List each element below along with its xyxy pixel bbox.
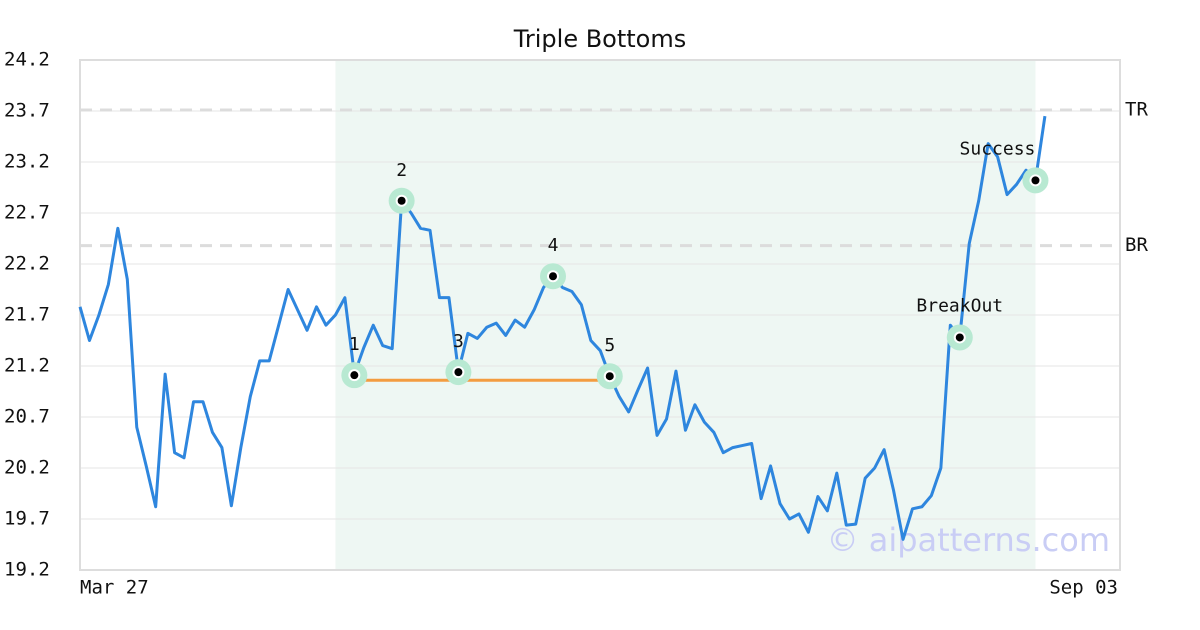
point-dot: [452, 366, 465, 379]
y-tick-label: 21.2: [4, 355, 50, 377]
point-dot: [395, 194, 408, 207]
y-tick-label: 20.2: [4, 457, 50, 479]
point-label: 4: [548, 235, 559, 256]
point-label: BreakOut: [916, 295, 1003, 316]
y-tick-label: 22.2: [4, 253, 50, 275]
point-label: Success: [960, 138, 1036, 159]
point-dot: [603, 370, 616, 383]
chart-title: Triple Bottoms: [513, 25, 687, 53]
level-label: TR: [1125, 98, 1148, 120]
point-dot: [348, 369, 361, 382]
y-tick-label: 19.7: [4, 508, 50, 530]
y-tick-label: 20.7: [4, 406, 50, 428]
y-tick-label: 23.2: [4, 151, 50, 173]
y-tick-label: 21.7: [4, 304, 50, 326]
y-tick-label: 24.2: [4, 49, 50, 71]
point-label: 3: [453, 331, 464, 352]
x-tick-label: Mar 27: [80, 577, 149, 599]
watermark: © aipatterns.com: [827, 521, 1110, 559]
price-line: [78, 115, 1047, 541]
y-tick-label: 19.2: [4, 559, 50, 581]
level-label: BR: [1125, 234, 1148, 256]
y-tick-label: 22.7: [4, 202, 50, 224]
point-dot: [547, 270, 559, 283]
point-dot: [953, 331, 966, 344]
point-label: 1: [349, 334, 360, 355]
point-label: 2: [396, 160, 407, 181]
x-tick-label: Sep 03: [1049, 577, 1118, 599]
y-tick-label: 23.7: [4, 100, 50, 122]
point-dot: [1029, 174, 1042, 187]
plot-border: [79, 59, 1121, 571]
point-label: 5: [604, 335, 615, 356]
